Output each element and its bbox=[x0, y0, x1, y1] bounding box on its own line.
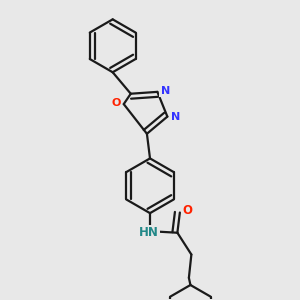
Text: N: N bbox=[160, 86, 170, 96]
Text: O: O bbox=[111, 98, 121, 107]
Text: N: N bbox=[170, 112, 180, 122]
Text: O: O bbox=[183, 205, 193, 218]
Text: HN: HN bbox=[139, 226, 158, 239]
